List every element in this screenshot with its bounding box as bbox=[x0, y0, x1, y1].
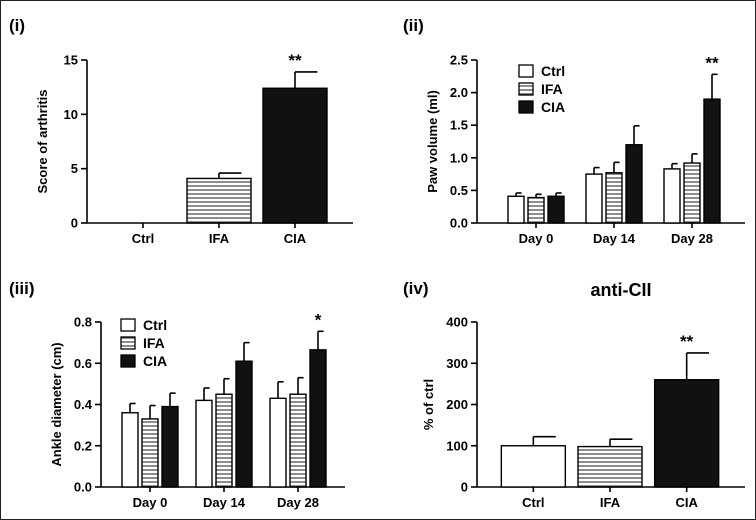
bar bbox=[663, 168, 681, 224]
panel-iv: (iv) anti-CII 0 100 200 300 400 % of ctrl Ctrl IF… bbox=[403, 279, 745, 510]
panel-label: (iv) bbox=[403, 279, 429, 298]
bar bbox=[625, 144, 643, 224]
bar bbox=[215, 393, 233, 488]
y-tick-label: 0 bbox=[461, 480, 468, 495]
x-tick-label: Day 14 bbox=[593, 231, 636, 246]
legend-label: Ctrl bbox=[143, 317, 167, 333]
panel-i: (i) 0 5 10 15 Score of arthritis Ctrl IFA CIA ** bbox=[9, 16, 353, 246]
bar bbox=[161, 405, 179, 488]
significance-marker: ** bbox=[705, 53, 719, 72]
bar bbox=[500, 445, 567, 488]
y-tick-label: 0.2 bbox=[74, 438, 92, 453]
significance-marker: * bbox=[315, 310, 322, 329]
x-tick-label: Day 28 bbox=[671, 231, 713, 246]
bar bbox=[547, 195, 565, 224]
legend-swatch bbox=[518, 100, 534, 114]
panel-iii: (iii) 0.0 0.2 0.4 0.6 0.8 Ankle diameter (cm) D… bbox=[9, 279, 345, 510]
bar bbox=[262, 87, 328, 224]
legend-label: Ctrl bbox=[541, 63, 565, 79]
y-tick-label: 0.4 bbox=[74, 397, 93, 412]
y-tick-label: 5 bbox=[71, 161, 78, 176]
legend-label: CIA bbox=[143, 353, 167, 369]
y-tick-label: 0.6 bbox=[74, 356, 92, 371]
chart-title: anti-CII bbox=[591, 280, 652, 300]
y-tick-label: 10 bbox=[64, 107, 78, 122]
bar bbox=[235, 360, 253, 488]
y-tick-label: 0.5 bbox=[450, 183, 468, 198]
bar bbox=[269, 397, 287, 488]
bar bbox=[527, 196, 545, 224]
y-tick-label: 2.0 bbox=[450, 85, 468, 100]
y-axis-title: Paw volume (ml) bbox=[425, 90, 440, 193]
bar bbox=[653, 379, 720, 488]
y-tick-label: 15 bbox=[64, 53, 78, 68]
x-tick-label: Day 0 bbox=[519, 231, 554, 246]
y-axis-title: Ankle diameter (cm) bbox=[49, 342, 64, 466]
legend-swatch bbox=[518, 82, 534, 96]
bar bbox=[309, 349, 327, 488]
y-axis-title: % of ctrl bbox=[421, 379, 436, 430]
y-axis-title: Score of arthritis bbox=[35, 89, 50, 193]
x-tick-label: Day 28 bbox=[277, 495, 319, 510]
x-tick-label: Day 14 bbox=[203, 495, 246, 510]
y-tick-label: 300 bbox=[446, 356, 468, 371]
y-tick-label: 0 bbox=[71, 216, 78, 231]
bar bbox=[289, 393, 307, 488]
bar bbox=[121, 412, 139, 488]
y-tick-label: 400 bbox=[446, 315, 468, 330]
bar bbox=[585, 173, 603, 224]
bar bbox=[577, 445, 643, 488]
x-tick-label: CIA bbox=[284, 231, 307, 246]
panel-ii: (ii) 0.0 0.5 1.0 1.5 2.0 2.5 Paw volume (ml) Day… bbox=[403, 16, 745, 246]
y-tick-label: 0.0 bbox=[74, 480, 92, 495]
y-tick-label: 200 bbox=[446, 397, 468, 412]
significance-marker: ** bbox=[680, 332, 694, 351]
panel-label: (i) bbox=[9, 16, 25, 35]
x-tick-label: IFA bbox=[600, 495, 621, 510]
bar bbox=[507, 195, 525, 224]
legend-swatch bbox=[120, 354, 136, 368]
bar bbox=[195, 399, 213, 488]
legend-swatch bbox=[120, 318, 136, 332]
y-tick-label: 1.5 bbox=[450, 118, 468, 133]
bar bbox=[703, 98, 721, 224]
bar bbox=[186, 177, 252, 224]
y-tick-label: 0.0 bbox=[450, 216, 468, 231]
x-tick-label: Day 0 bbox=[133, 495, 168, 510]
panel-label: (ii) bbox=[403, 16, 424, 35]
legend-swatch bbox=[518, 64, 534, 78]
x-tick-label: CIA bbox=[675, 495, 698, 510]
x-tick-label: IFA bbox=[209, 231, 230, 246]
y-tick-label: 1.0 bbox=[450, 150, 468, 165]
y-tick-label: 0.8 bbox=[74, 315, 92, 330]
y-tick-label: 2.5 bbox=[450, 53, 468, 68]
bar bbox=[605, 172, 623, 224]
x-tick-label: Ctrl bbox=[522, 495, 544, 510]
legend-label: IFA bbox=[541, 81, 563, 97]
legend-label: CIA bbox=[541, 99, 565, 115]
bar bbox=[141, 418, 159, 488]
panel-label: (iii) bbox=[9, 279, 35, 298]
y-tick-label: 100 bbox=[446, 438, 468, 453]
legend-swatch bbox=[120, 336, 136, 350]
bar bbox=[683, 162, 701, 224]
x-tick-label: Ctrl bbox=[132, 231, 154, 246]
significance-marker: ** bbox=[288, 51, 302, 70]
legend-label: IFA bbox=[143, 335, 165, 351]
